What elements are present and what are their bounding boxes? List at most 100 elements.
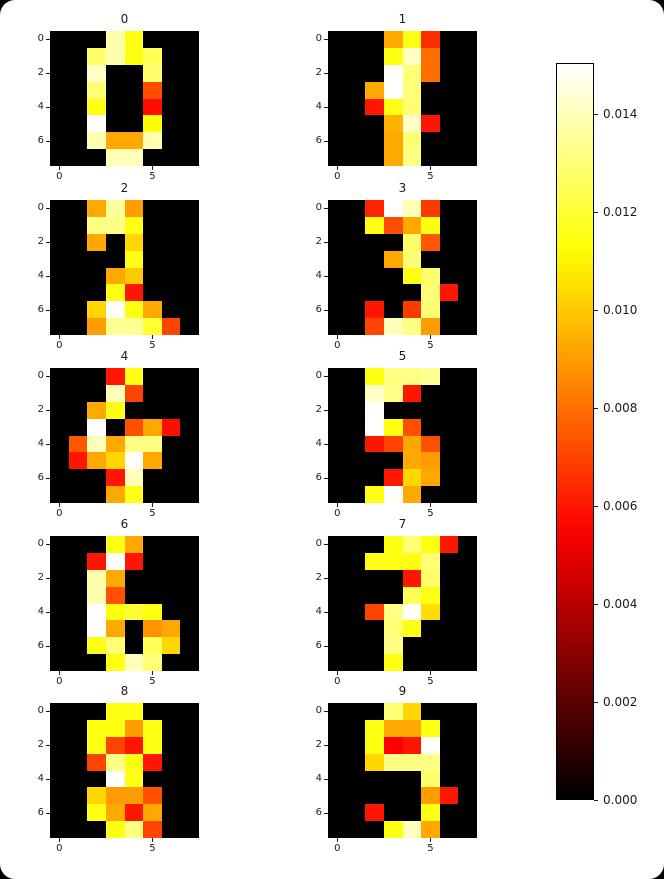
heatmap-cell xyxy=(124,115,144,133)
heatmap-cell xyxy=(421,284,440,302)
heatmap-cell xyxy=(143,603,162,621)
heatmap-cell xyxy=(365,250,384,268)
heatmap-cell xyxy=(87,216,106,234)
heatmap-cell xyxy=(328,603,347,621)
heatmap-cell xyxy=(124,821,144,838)
heatmap-cell xyxy=(124,31,144,48)
heatmap-cell xyxy=(143,418,162,436)
heatmap-cell xyxy=(346,770,366,788)
heatmap-cell xyxy=(180,787,199,805)
heatmap-cell xyxy=(383,736,403,754)
y-tick-mark xyxy=(324,645,328,647)
heatmap-cell xyxy=(68,552,88,570)
heatmap-cell xyxy=(161,216,181,234)
heatmap-cell xyxy=(383,47,403,65)
heatmap-cell xyxy=(143,81,162,99)
x-tick-mark xyxy=(59,335,61,339)
heatmap-cell xyxy=(439,620,459,638)
heatmap-cell xyxy=(421,115,440,133)
heatmap-cell xyxy=(143,435,162,453)
heatmap-cell xyxy=(161,536,181,553)
digit-heatmap xyxy=(328,368,477,503)
heatmap-cell xyxy=(161,703,181,720)
heatmap-cell xyxy=(439,132,459,150)
heatmap-cell xyxy=(68,132,88,150)
heatmap-cell xyxy=(458,787,477,805)
heatmap-cell xyxy=(365,536,384,553)
heatmap-cell xyxy=(346,804,366,822)
y-tick-label: 4 xyxy=(37,437,44,449)
heatmap-cell xyxy=(365,620,384,638)
heatmap-cell xyxy=(143,284,162,302)
heatmap-cell xyxy=(365,384,384,402)
heatmap-cell xyxy=(346,47,366,65)
heatmap-cell xyxy=(458,250,477,268)
heatmap-cell xyxy=(346,81,366,99)
heatmap-cell xyxy=(180,200,199,217)
subplot-title: 6 xyxy=(120,517,129,531)
heatmap-cell xyxy=(402,47,422,65)
heatmap-cell xyxy=(87,132,106,150)
heatmap-cell xyxy=(328,401,347,419)
heatmap-cell xyxy=(383,552,403,570)
heatmap-cell xyxy=(105,98,125,116)
digit-heatmap xyxy=(328,703,477,838)
heatmap-cell xyxy=(402,452,422,470)
colorbar-tick-mark xyxy=(594,506,598,508)
heatmap-cell xyxy=(124,603,144,621)
heatmap-cell xyxy=(402,284,422,302)
y-tick-label: 0 xyxy=(37,202,44,214)
heatmap-cell xyxy=(87,301,106,319)
heatmap-cell xyxy=(87,250,106,268)
y-tick-mark xyxy=(46,578,50,580)
y-tick-label: 0 xyxy=(315,370,322,382)
colorbar-tick-mark xyxy=(594,114,598,116)
heatmap-cell xyxy=(402,318,422,335)
heatmap-cell xyxy=(421,569,440,587)
heatmap-cell xyxy=(365,552,384,570)
heatmap-cell xyxy=(87,569,106,587)
heatmap-cell xyxy=(421,31,440,48)
heatmap-cell xyxy=(439,654,459,671)
heatmap-cell xyxy=(87,770,106,788)
heatmap-cell xyxy=(402,719,422,737)
heatmap-cell xyxy=(143,149,162,166)
heatmap-cell xyxy=(328,804,347,822)
heatmap-cell xyxy=(383,81,403,99)
heatmap-cell xyxy=(87,318,106,335)
heatmap-cell xyxy=(328,64,347,82)
heatmap-cell xyxy=(180,770,199,788)
x-tick-label: 0 xyxy=(334,843,341,854)
heatmap-cell xyxy=(180,569,199,587)
heatmap-cell xyxy=(87,719,106,737)
y-tick-mark xyxy=(46,39,50,41)
heatmap-cell xyxy=(87,753,106,771)
heatmap-cell xyxy=(421,47,440,65)
heatmap-cell xyxy=(346,418,366,436)
heatmap-cell xyxy=(383,267,403,285)
heatmap-cell xyxy=(383,250,403,268)
heatmap-cell xyxy=(161,753,181,771)
heatmap-cell xyxy=(180,469,199,487)
heatmap-cell xyxy=(143,31,162,48)
heatmap-cell xyxy=(346,703,366,720)
y-tick-label: 6 xyxy=(37,134,44,146)
heatmap-cell xyxy=(87,267,106,285)
subplot-title: 4 xyxy=(120,349,129,363)
heatmap-cell xyxy=(161,452,181,470)
heatmap-cell xyxy=(383,770,403,788)
heatmap-cell xyxy=(421,753,440,771)
heatmap-cell xyxy=(383,132,403,150)
y-tick-label: 4 xyxy=(315,437,322,449)
x-tick-mark xyxy=(59,838,61,842)
y-tick-label: 4 xyxy=(315,772,322,784)
heatmap-cell xyxy=(180,368,199,385)
heatmap-cell xyxy=(68,654,88,671)
heatmap-cell xyxy=(458,804,477,822)
heatmap-cell xyxy=(383,469,403,487)
colorbar-tick-label: 0.002 xyxy=(603,695,638,710)
heatmap-cell xyxy=(105,753,125,771)
x-tick-mark xyxy=(59,671,61,675)
x-tick-mark xyxy=(59,503,61,507)
heatmap-cell xyxy=(161,301,181,319)
